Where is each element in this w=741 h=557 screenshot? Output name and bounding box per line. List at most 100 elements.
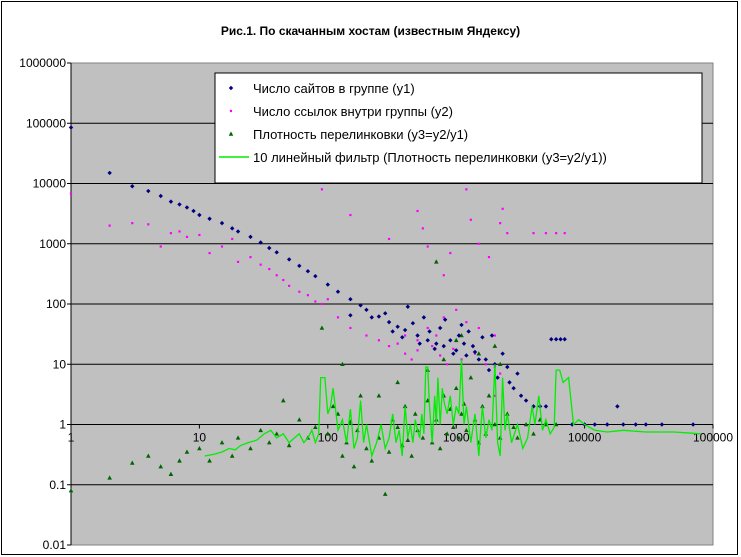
data-point [229,109,233,113]
y-tick-label: 10000 [33,177,67,191]
data-point [319,325,325,330]
data-point [235,435,241,440]
data-point [412,411,418,416]
data-point [387,237,391,241]
data-point [351,464,357,469]
data-point [220,245,224,248]
data-point [390,329,395,334]
y-tick-label: 100 [46,297,66,311]
data-point [147,223,150,226]
data-point [441,343,446,349]
x-tick-label: 1000 [443,431,470,445]
data-point [146,453,151,458]
data-point [426,245,429,248]
data-point [487,256,491,259]
data-point [501,207,504,210]
data-point [454,348,459,353]
data-point [402,327,408,333]
data-point [455,308,458,311]
data-point [177,202,182,207]
data-point [432,346,437,352]
data-point [461,341,467,346]
data-point [191,208,196,214]
data-point [434,341,439,346]
data-point [330,403,336,409]
data-point [313,424,318,430]
data-point [197,212,202,218]
data-point [248,234,253,240]
data-point [340,361,345,367]
data-point [486,367,492,373]
data-point [235,229,241,234]
data-point [288,284,291,287]
plot-marks [68,125,701,496]
data-point [349,213,352,217]
data-point [456,435,462,440]
data-point [348,297,353,302]
data-point [219,220,225,226]
data-point [643,422,649,427]
data-point [326,298,329,301]
data-point [592,422,597,427]
data-point [483,357,488,362]
data-point [492,343,498,348]
data-point [426,326,429,330]
data-point [451,351,456,356]
data-point [286,257,292,262]
data-point [515,371,520,376]
y-tick-label: 1 [59,418,66,432]
data-point [420,435,426,440]
data-point [465,188,468,191]
data-point [441,356,447,362]
data-point [416,349,419,352]
y-tick-label: 1000 [39,237,66,251]
data-point [177,458,182,463]
data-point [493,394,496,397]
data-point [464,353,469,358]
data-point [282,278,285,282]
data-point [621,422,626,427]
data-point [404,352,407,355]
y-tick-label: 100000 [26,116,66,130]
data-point [489,333,495,338]
data-point [531,431,536,436]
data-point [523,398,529,403]
x-tick-label: 10 [193,431,207,445]
y-tick-label: 0.01 [43,538,67,552]
series-line [204,359,701,459]
data-point [492,362,498,367]
data-point [306,294,310,297]
data-point [469,218,472,221]
data-point [659,422,665,427]
data-point [364,445,369,451]
data-point [497,361,503,367]
data-point [434,259,439,264]
data-point [228,131,234,136]
data-point [198,233,201,237]
data-point [476,357,482,362]
data-point [468,375,474,380]
data-point [605,422,610,427]
data-point [425,338,430,343]
data-point [405,304,411,309]
data-point [558,337,563,342]
data-point [410,358,413,361]
data-point [395,379,400,385]
data-point [452,347,455,350]
data-point [404,334,407,337]
data-point [511,424,516,430]
data-point [325,431,331,436]
data-point [506,232,509,235]
data-point [442,317,448,322]
data-point [492,422,498,427]
data-point [495,375,500,380]
data-point [336,316,340,319]
data-point [532,232,535,235]
data-point [158,464,164,469]
x-tick-label: 10000 [568,431,602,445]
data-point [435,334,438,337]
data-point [364,307,369,313]
legend-label: Число сайтов в группе (y1) [253,81,415,96]
y-tick-label: 10 [53,357,67,371]
